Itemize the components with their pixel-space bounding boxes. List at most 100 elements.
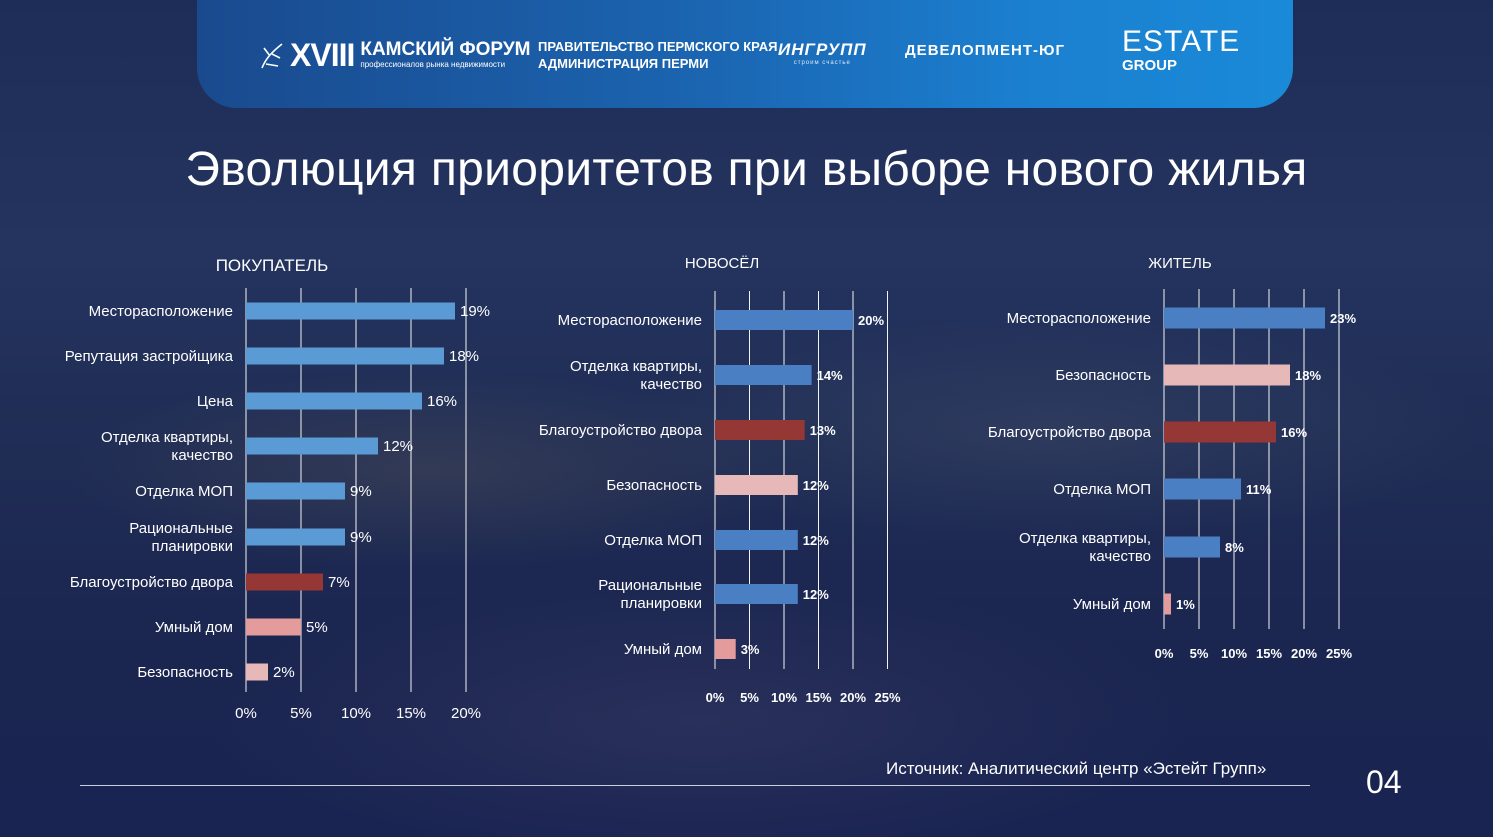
buyer-bar <box>246 573 323 591</box>
resident-chart-title: ЖИТЕЛЬ <box>1148 255 1212 272</box>
buyer-category-label-line: Месторасположение <box>89 303 233 320</box>
ingrupp-logo: ИНГРУПП строим счастье <box>778 40 867 66</box>
estate-name: ESTATE <box>1122 25 1241 58</box>
government-line-1: ПРАВИТЕЛЬСТВО ПЕРМСКОГО КРАЯ <box>538 39 778 54</box>
newcomer-category-label-line: Умный дом <box>624 641 702 658</box>
forum-name: КАМСКИЙ ФОРУМ <box>360 39 531 60</box>
newcomer-data-label: 13% <box>810 423 836 438</box>
newcomer-data-label: 12% <box>803 533 829 548</box>
buyer-category-label: Умный дом <box>155 619 233 636</box>
buyer-data-label: 9% <box>350 483 372 500</box>
resident-bar <box>1164 307 1325 329</box>
forum-roman-numeral: XVIII <box>290 37 355 73</box>
newcomer-bar <box>715 420 805 440</box>
newcomer-x-tick-label: 25% <box>874 690 900 705</box>
resident-x-tick-label: 20% <box>1291 646 1317 661</box>
resident-category-label-line: Отделка МОП <box>1053 481 1151 498</box>
buyer-category-label: Отделка квартиры, качество <box>101 429 233 464</box>
newcomer-x-tick-label: 15% <box>805 690 831 705</box>
buyer-category-label: Благоустройство двора <box>70 574 234 591</box>
buyer-x-tick-label: 15% <box>396 705 426 722</box>
newcomer-data-label: 12% <box>803 587 829 602</box>
buyer-bar <box>246 302 455 320</box>
buyer-bar <box>246 347 444 365</box>
newcomer-category-label: Безопасность <box>606 477 702 494</box>
newcomer-category-label: Умный дом <box>624 641 702 658</box>
newcomer-category-label-line: Отделка МОП <box>604 532 702 549</box>
buyer-x-tick-label: 20% <box>451 705 481 722</box>
forum-subtitle: профессионалов рынка недвижимости <box>360 60 506 69</box>
buyer-bar <box>246 482 345 500</box>
newcomer-x-tick-label: 5% <box>740 690 759 705</box>
newcomer-category-label: Отделка МОП <box>604 532 702 549</box>
newcomer-bar <box>715 639 736 659</box>
newcomer-category-label-line: Рациональные <box>598 577 702 594</box>
newcomer-category-label-line: планировки <box>621 595 702 612</box>
newcomer-category-label-line: Отделка квартиры, <box>570 358 702 375</box>
buyer-data-label: 2% <box>273 664 295 681</box>
buyer-bar <box>246 437 378 455</box>
resident-bar <box>1164 593 1171 615</box>
resident-data-label: 16% <box>1281 425 1307 440</box>
resident-x-tick-label: 10% <box>1221 646 1247 661</box>
header-banner <box>197 0 1293 108</box>
page-number: 04 <box>1366 764 1402 800</box>
newcomer-category-label-line: Месторасположение <box>558 312 702 329</box>
buyer-category-label-line: Безопасность <box>137 664 233 681</box>
newcomer-data-label: 12% <box>803 478 829 493</box>
buyer-data-label: 19% <box>460 303 490 320</box>
buyer-category-label-line: Отделка МОП <box>135 483 233 500</box>
resident-category-label-line: Благоустройство двора <box>988 424 1152 441</box>
resident-data-label: 8% <box>1225 540 1244 555</box>
resident-x-tick-label: 0% <box>1155 646 1174 661</box>
resident-bar <box>1164 421 1276 443</box>
estate-group-logo: ESTATE GROUP <box>1122 26 1240 74</box>
government-logo: ПРАВИТЕЛЬСТВО ПЕРМСКОГО КРАЯ АДМИНИСТРАЦ… <box>538 38 777 72</box>
buyer-data-label: 9% <box>350 529 372 546</box>
buyer-category-label: Цена <box>197 393 234 410</box>
resident-data-label: 1% <box>1176 597 1195 612</box>
resident-data-label: 11% <box>1246 482 1272 497</box>
newcomer-category-label-line: Безопасность <box>606 477 702 494</box>
buyer-category-label: Месторасположение <box>89 303 233 320</box>
buyer-bar <box>246 663 268 681</box>
kamsky-forum-logo: XVIII КАМСКИЙ ФОРУМ профессионалов рынка… <box>258 38 530 72</box>
newcomer-bar <box>715 530 798 550</box>
newcomer-category-label-line: качество <box>640 376 702 393</box>
resident-category-label: Умный дом <box>1073 596 1151 613</box>
newcomer-chart-title: НОВОСЁЛ <box>685 255 759 272</box>
buyer-x-tick-label: 10% <box>341 705 371 722</box>
buyer-category-label-line: Рациональные <box>129 520 233 537</box>
newcomer-data-label: 14% <box>817 368 843 383</box>
resident-x-tick-label: 5% <box>1190 646 1209 661</box>
resident-category-label: Благоустройство двора <box>988 424 1152 441</box>
buyer-x-tick-label: 0% <box>235 705 257 722</box>
resident-category-label-line: Месторасположение <box>1007 310 1151 327</box>
buyer-data-label: 5% <box>306 619 328 636</box>
buyer-data-label: 16% <box>427 393 457 410</box>
resident-category-label-line: Отделка квартиры, <box>1019 530 1151 547</box>
buyer-category-label: Рациональные планировки <box>129 520 233 555</box>
newcomer-category-label: Месторасположение <box>558 312 702 329</box>
buyer-data-label: 12% <box>383 438 413 455</box>
resident-data-label: 18% <box>1295 368 1321 383</box>
buyer-category-label-line: Умный дом <box>155 619 233 636</box>
resident-bar <box>1164 478 1241 500</box>
buyer-category-label-line: качество <box>171 447 233 464</box>
newcomer-category-label-line: Благоустройство двора <box>539 422 703 439</box>
newcomer-bar <box>715 365 812 385</box>
buyer-data-label: 7% <box>328 574 350 591</box>
newcomer-category-label: Отделка квартиры, качество <box>570 358 702 393</box>
ingrupp-slogan: строим счастье <box>793 60 851 66</box>
source-note: Источник: Аналитический центр «Эстейт Гр… <box>886 759 1267 778</box>
resident-category-label: Безопасность <box>1055 367 1151 384</box>
resident-data-label: 23% <box>1330 311 1356 326</box>
buyer-category-label-line: Отделка квартиры, <box>101 429 233 446</box>
newcomer-x-tick-label: 0% <box>706 690 725 705</box>
ingrupp-name: ИНГРУПП <box>778 40 867 59</box>
newcomer-category-label: Благоустройство двора <box>539 422 703 439</box>
newcomer-x-tick-label: 20% <box>840 690 866 705</box>
buyer-bar <box>246 618 301 636</box>
newcomer-x-tick-label: 10% <box>771 690 797 705</box>
